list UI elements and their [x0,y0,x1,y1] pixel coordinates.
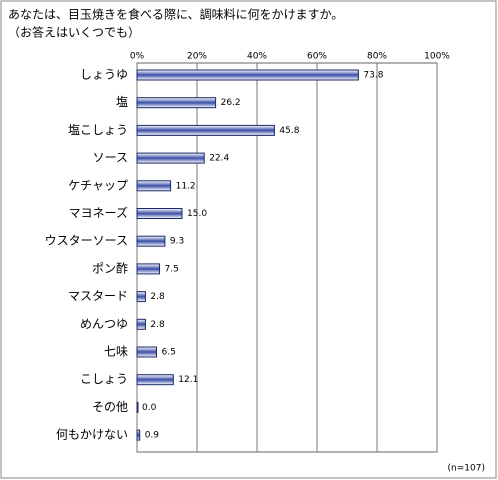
value-label: 6.5 [162,348,176,358]
y-tick-label: 何もかけない [56,428,128,442]
value-label: 0.0 [142,403,157,413]
y-tick-label: その他 [92,400,128,414]
value-label: 9.3 [170,237,184,247]
y-tick-label: 七味 [104,345,128,359]
bar [136,152,205,164]
bar [136,429,141,441]
y-tick-label: ソース [93,151,128,165]
x-tick-label: 60% [307,52,327,62]
value-label: 2.8 [150,320,165,330]
x-tick-label: 20% [187,52,207,62]
bar [136,235,166,247]
x-tick-label: 80% [367,52,387,62]
bar [136,69,359,81]
value-label: 0.9 [145,431,160,441]
bar [136,346,157,358]
x-tick-label: 0% [130,52,145,62]
value-label: 15.0 [187,209,207,219]
bar [136,374,174,386]
bar [136,124,275,136]
value-label: 7.5 [165,264,179,274]
bar [136,318,146,330]
bar [136,401,139,413]
value-label: 45.8 [279,126,299,136]
value-label: 12.1 [178,375,198,385]
bar [136,97,217,109]
y-tick-label: しょうゆ [80,68,128,82]
bar [136,263,160,275]
x-tick-label: 100% [424,52,450,62]
y-tick-label: ウスターソース [45,234,128,248]
value-label: 11.2 [176,181,196,191]
bar [136,180,172,192]
y-tick-label: ポン酢 [92,260,128,275]
y-tick-label: 塩こしょう [68,122,128,137]
y-tick-label: マヨネーズ [69,205,128,220]
sample-note: (n=107) [448,464,485,474]
bar [136,291,146,303]
bar [136,208,183,219]
plot-area [136,62,438,453]
y-tick-label: こしょう [80,372,128,386]
y-tick-label: 塩 [116,94,128,109]
value-label: 22.4 [209,154,229,164]
x-tick-label: 40% [247,52,267,62]
value-label: 73.8 [363,71,383,81]
y-tick-label: めんつゆ [80,317,128,331]
value-label: 26.2 [221,98,241,108]
chart-title: あなたは、目玉焼きを食べる際に、調味料に何をかけますか。 [8,7,343,22]
chart-subtitle: （お答えはいくつでも） [8,25,140,40]
y-tick-label: マスタード [68,289,128,303]
y-tick-label: ケチャップ [68,178,128,192]
value-label: 2.8 [150,292,165,302]
